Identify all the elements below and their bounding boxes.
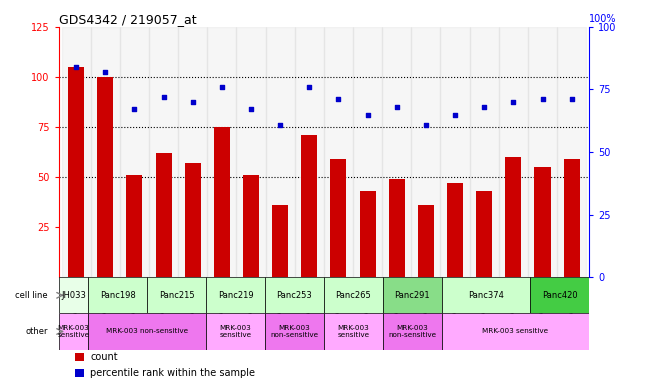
Text: MRK-003 sensitive: MRK-003 sensitive: [482, 328, 549, 334]
Text: Panc374: Panc374: [468, 291, 504, 300]
Text: percentile rank within the sample: percentile rank within the sample: [90, 368, 255, 378]
Text: MRK-003
sensitive: MRK-003 sensitive: [337, 325, 369, 338]
Bar: [243, 175, 259, 277]
Bar: [185, 163, 201, 277]
Text: Panc219: Panc219: [217, 291, 253, 300]
Bar: [236, 27, 266, 277]
Bar: [505, 157, 521, 277]
Bar: [214, 127, 230, 277]
Point: [566, 96, 577, 103]
Bar: [331, 159, 346, 277]
Text: JH033: JH033: [61, 291, 86, 300]
Bar: [528, 27, 557, 277]
Text: count: count: [90, 352, 118, 362]
Bar: [441, 27, 469, 277]
Text: MRK-003 non-sensitive: MRK-003 non-sensitive: [106, 328, 188, 334]
Bar: [68, 67, 84, 277]
Bar: [353, 27, 382, 277]
Bar: [206, 277, 265, 313]
Text: MRK-003
non-sensitive: MRK-003 non-sensitive: [270, 325, 318, 338]
Point: [363, 111, 373, 118]
Bar: [74, 369, 84, 377]
Text: Panc291: Panc291: [395, 291, 430, 300]
Point: [158, 94, 169, 100]
Bar: [59, 277, 88, 313]
Bar: [324, 313, 383, 349]
Bar: [207, 27, 236, 277]
Point: [217, 84, 227, 90]
Bar: [156, 153, 172, 277]
Bar: [74, 353, 84, 361]
Point: [246, 106, 256, 113]
Bar: [564, 159, 579, 277]
Bar: [126, 175, 143, 277]
Point: [129, 106, 139, 113]
Point: [537, 96, 547, 103]
Bar: [88, 313, 206, 349]
Point: [71, 64, 81, 70]
Point: [479, 104, 490, 110]
Bar: [476, 191, 492, 277]
Bar: [324, 27, 353, 277]
Text: GDS4342 / 219057_at: GDS4342 / 219057_at: [59, 13, 196, 26]
Point: [100, 69, 111, 75]
Point: [187, 99, 198, 105]
Bar: [147, 277, 206, 313]
Bar: [442, 313, 589, 349]
Text: cell line: cell line: [16, 291, 48, 300]
Bar: [534, 167, 551, 277]
Bar: [295, 27, 324, 277]
Point: [391, 104, 402, 110]
Bar: [442, 277, 530, 313]
Bar: [324, 277, 383, 313]
Bar: [265, 313, 324, 349]
Bar: [383, 277, 442, 313]
Text: Panc420: Panc420: [542, 291, 577, 300]
Point: [421, 121, 431, 127]
Text: MRK-003
sensitive: MRK-003 sensitive: [219, 325, 251, 338]
Bar: [59, 313, 88, 349]
Bar: [557, 27, 587, 277]
Point: [508, 99, 519, 105]
Bar: [272, 205, 288, 277]
Point: [450, 111, 460, 118]
Text: Panc198: Panc198: [100, 291, 135, 300]
Text: Panc215: Panc215: [159, 291, 194, 300]
Text: Panc253: Panc253: [277, 291, 312, 300]
Text: MRK-003
sensitive: MRK-003 sensitive: [57, 325, 89, 338]
Bar: [469, 27, 499, 277]
Bar: [382, 27, 411, 277]
Bar: [418, 205, 434, 277]
Bar: [90, 27, 120, 277]
Text: other: other: [25, 327, 48, 336]
Point: [275, 121, 285, 127]
Bar: [301, 135, 317, 277]
Point: [304, 84, 314, 90]
Point: [333, 96, 344, 103]
Bar: [97, 77, 113, 277]
Bar: [499, 27, 528, 277]
Bar: [120, 27, 149, 277]
Bar: [266, 27, 295, 277]
Bar: [149, 27, 178, 277]
Text: 100%: 100%: [589, 14, 616, 24]
Bar: [383, 313, 442, 349]
Bar: [411, 27, 441, 277]
Bar: [389, 179, 405, 277]
Bar: [530, 277, 589, 313]
Bar: [359, 191, 376, 277]
Bar: [88, 277, 147, 313]
Text: MRK-003
non-sensitive: MRK-003 non-sensitive: [388, 325, 436, 338]
Bar: [447, 183, 463, 277]
Text: Panc265: Panc265: [335, 291, 371, 300]
Bar: [61, 27, 90, 277]
Bar: [265, 277, 324, 313]
Bar: [178, 27, 207, 277]
Bar: [206, 313, 265, 349]
